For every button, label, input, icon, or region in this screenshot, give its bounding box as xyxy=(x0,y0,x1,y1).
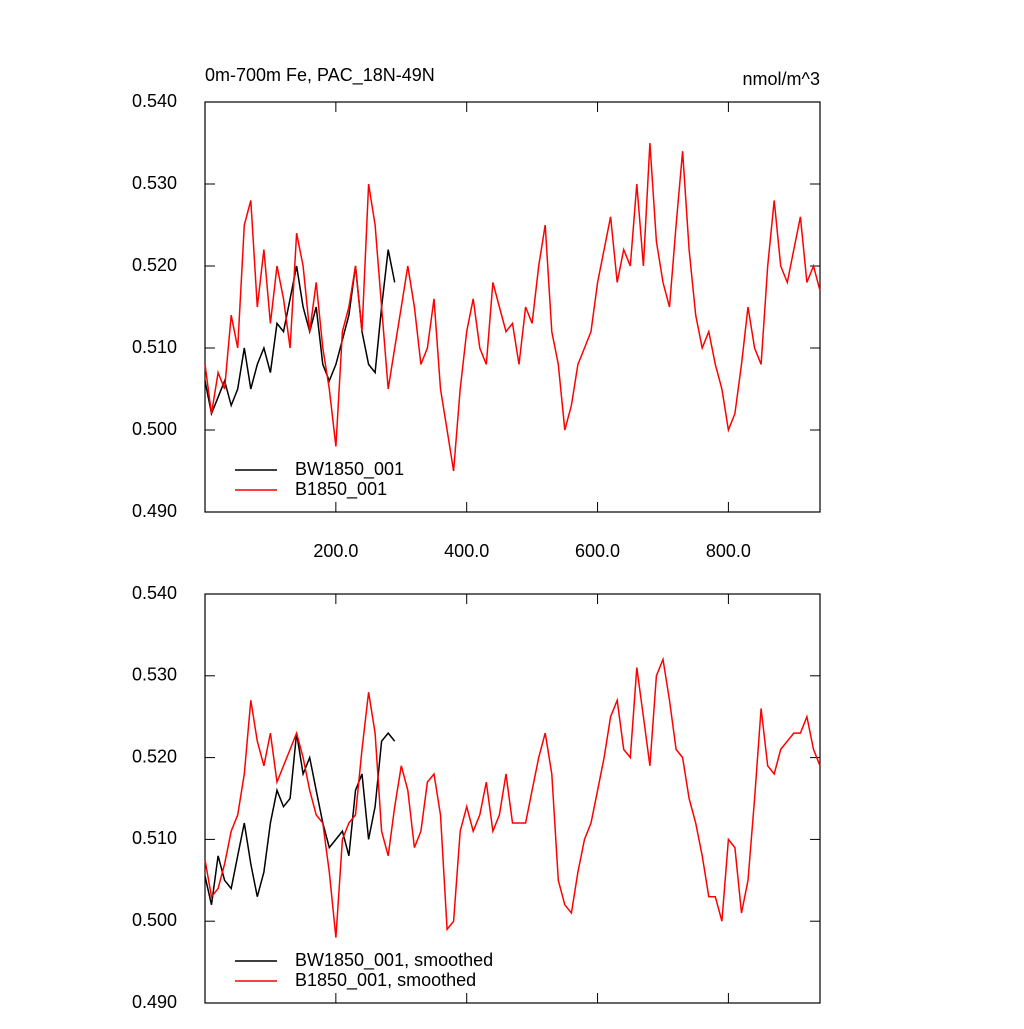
legend-label: B1850_001 xyxy=(295,479,387,500)
y-tick-label: 0.530 xyxy=(132,665,177,685)
y-tick-label: 0.510 xyxy=(132,828,177,848)
legend-label: BW1850_001, smoothed xyxy=(295,950,493,971)
y-tick-label: 0.540 xyxy=(132,91,177,111)
x-tick-label: 600.0 xyxy=(575,541,620,561)
data-line xyxy=(204,249,396,417)
x-tick-label: 800.0 xyxy=(706,541,751,561)
units-label: nmol/m^3 xyxy=(743,69,820,89)
data-line xyxy=(204,142,821,472)
x-tick-label: 400.0 xyxy=(444,541,489,561)
legend-label: BW1850_001 xyxy=(295,459,404,480)
plot-frame xyxy=(204,593,821,1004)
y-tick-label: 0.490 xyxy=(132,501,177,521)
chart-title: 0m-700m Fe, PAC_18N-49N xyxy=(205,65,435,86)
legend-label: B1850_001, smoothed xyxy=(295,970,476,991)
y-tick-label: 0.510 xyxy=(132,337,177,357)
y-tick-label: 0.520 xyxy=(132,255,177,275)
plot-frame xyxy=(204,101,821,513)
y-tick-label: 0.490 xyxy=(132,992,177,1012)
y-tick-label: 0.520 xyxy=(132,746,177,766)
y-tick-label: 0.500 xyxy=(132,910,177,930)
x-tick-label: 200.0 xyxy=(313,541,358,561)
y-tick-label: 0.540 xyxy=(132,583,177,603)
data-line xyxy=(204,731,396,905)
y-tick-label: 0.530 xyxy=(132,173,177,193)
y-tick-label: 0.500 xyxy=(132,419,177,439)
data-line xyxy=(204,656,821,938)
